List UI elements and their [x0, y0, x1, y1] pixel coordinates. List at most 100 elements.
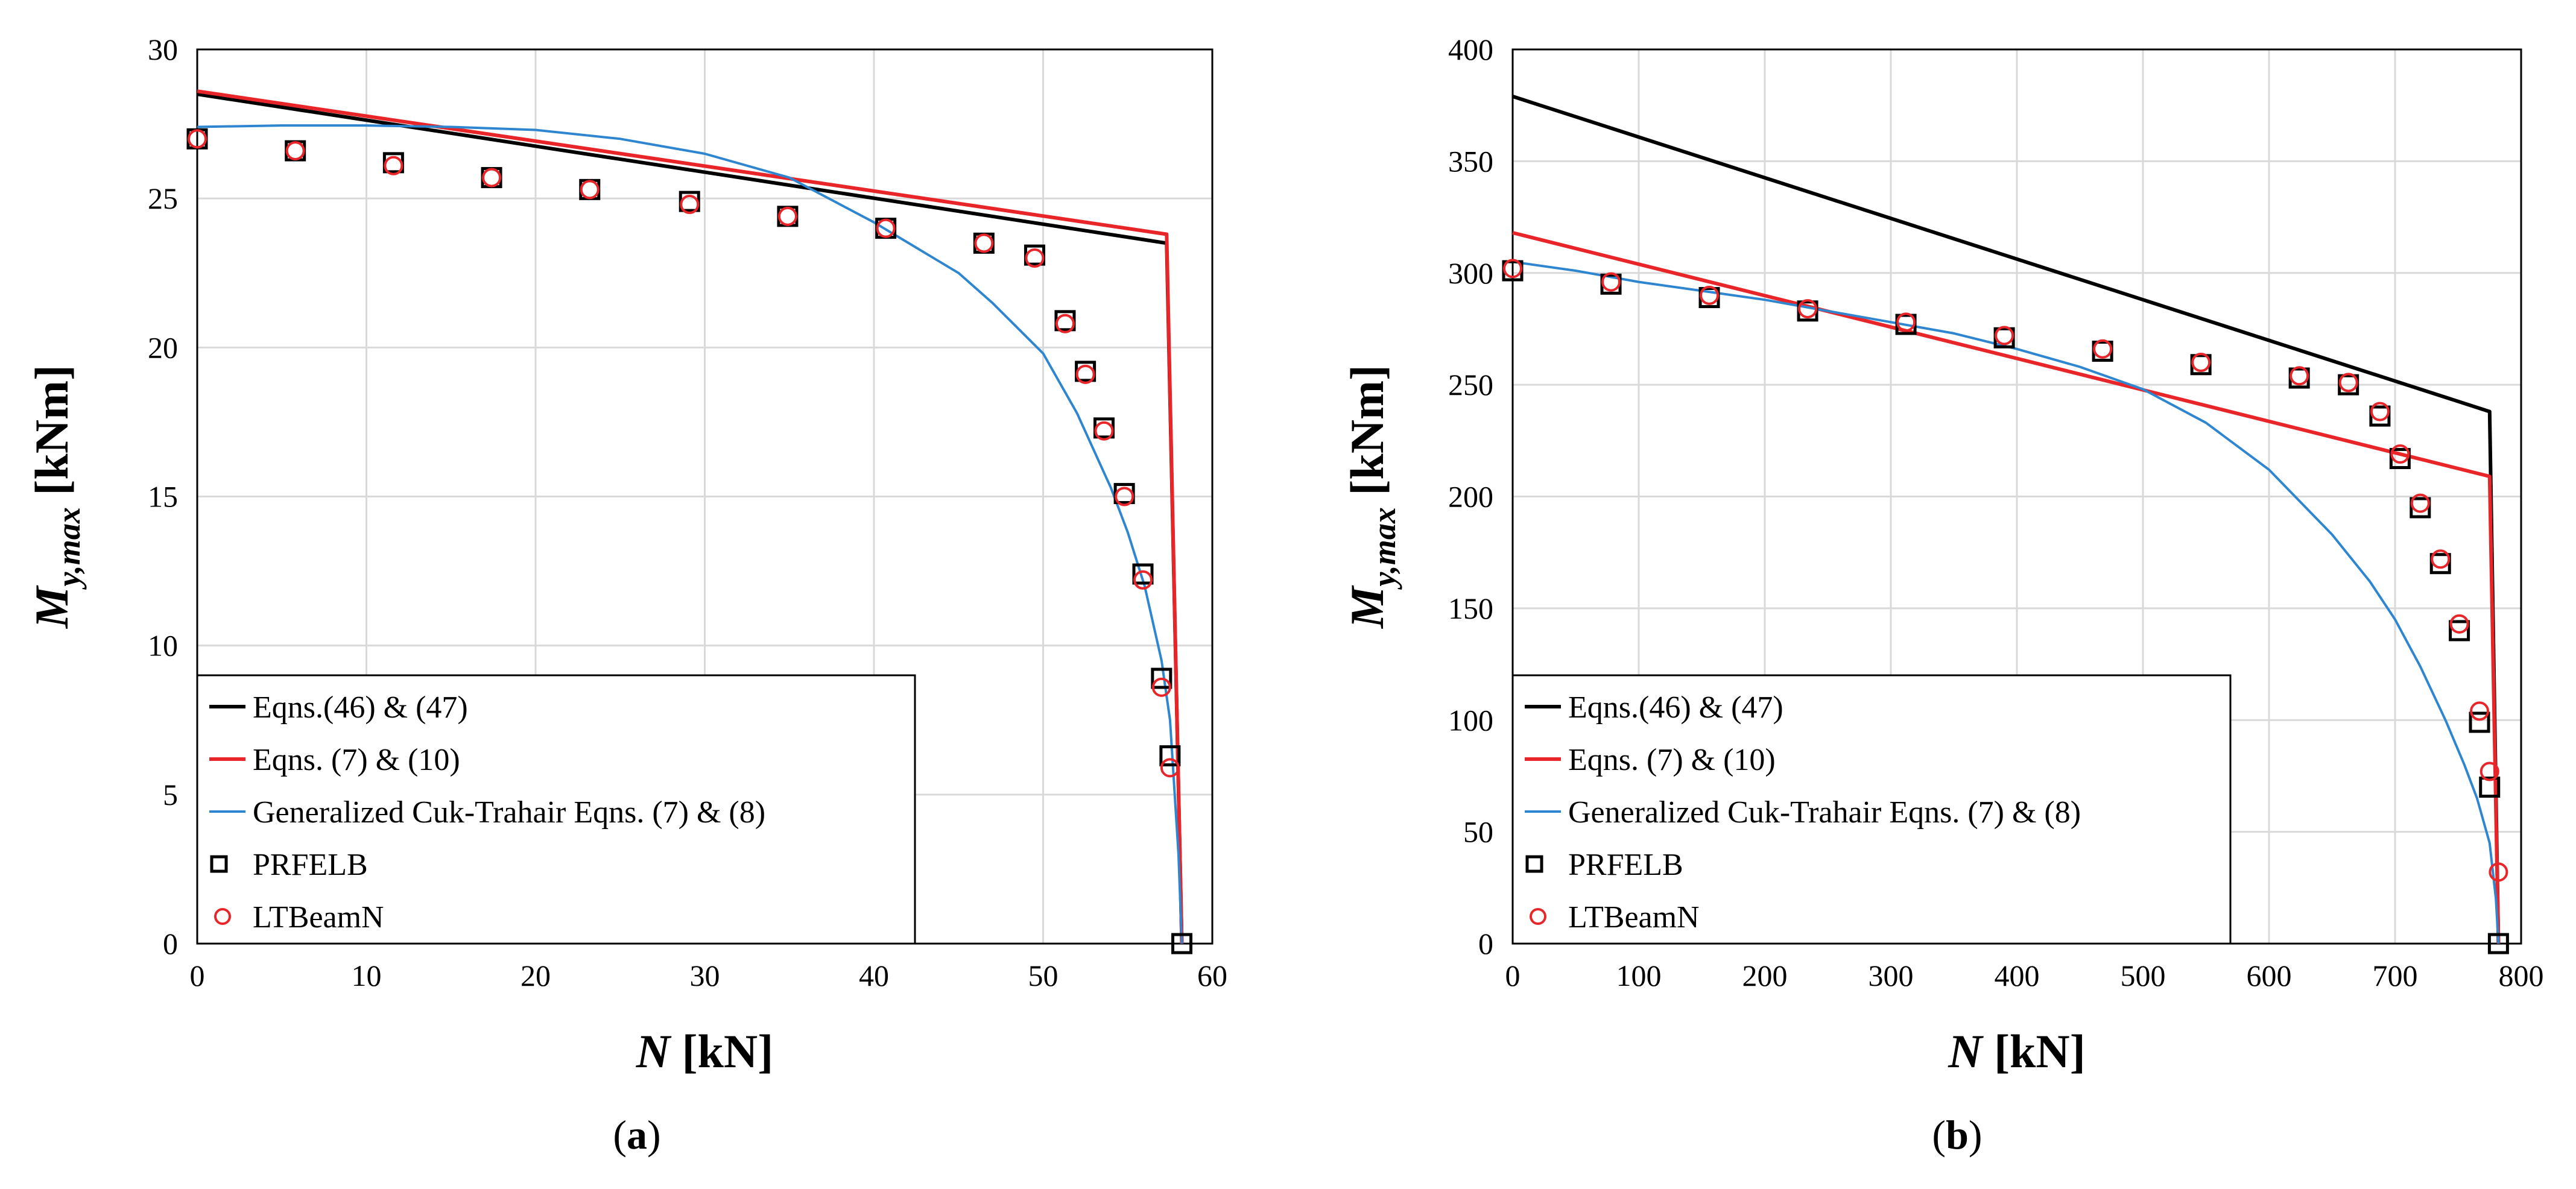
- y-tick-label-a-10: 10: [148, 629, 178, 663]
- legend-b: Eqns.(46) & (47) Eqns. (7) & (10) Generali…: [1511, 674, 2232, 945]
- x-tick-label-a-60: 60: [1197, 959, 1227, 992]
- marker-ltbeam-b-11: [2390, 444, 2410, 464]
- x-tick-label-a-0: 0: [190, 959, 205, 992]
- legend-label-prfelb-a: PRFELB: [253, 848, 368, 882]
- legend-label-eqn46_47-a: Eqns.(46) & (47): [253, 690, 468, 725]
- y-tick-label-b-200: 200: [1448, 480, 1493, 514]
- marker-ltbeam-a-11: [1075, 364, 1095, 384]
- x-tick-label-a-50: 50: [1028, 959, 1059, 992]
- series-line-eqn7_10-a: [197, 89, 1184, 944]
- legend-label-ltbeam-b: LTBeamN: [1568, 900, 1700, 935]
- marker-ltbeam-a-9: [1025, 248, 1045, 268]
- marker-ltbeam-b-0: [1503, 259, 1522, 279]
- legend-label-eqn7_10-b: Eqns. (7) & (10): [1568, 743, 1776, 777]
- marker-ltbeam-b-14: [2449, 614, 2469, 634]
- y-tick-label-b-350: 350: [1448, 144, 1493, 178]
- marker-ltbeam-b-12: [2410, 493, 2430, 513]
- y-tick-label-b-0: 0: [1478, 927, 1493, 960]
- x-tick-label-b-100: 100: [1616, 959, 1662, 992]
- legend-label-cuk-a: Generalized Cuk-Trahair Eqns. (7) & (8): [253, 795, 765, 830]
- legend-box-a: [196, 674, 916, 945]
- marker-ltbeam-a-1: [285, 141, 305, 161]
- marker-ltbeam-a-8: [974, 233, 994, 253]
- marker-ltbeam-b-16: [2479, 762, 2499, 781]
- panel-b: 0 100 200 300 400 500 600 700 800 0 50 100 150 200 250…: [1341, 33, 2544, 1158]
- x-tick-label-b-700: 700: [2373, 959, 2418, 992]
- y-axis-label-a: My,max [kNm]: [25, 365, 87, 629]
- marker-ltbeam-a-12: [1094, 421, 1114, 441]
- marker-ltbeam-a-5: [680, 195, 700, 215]
- marker-prfelb-b-14: [2449, 620, 2470, 642]
- x-tick-label-a-10: 10: [352, 959, 382, 992]
- panel-label-a: (a): [613, 1112, 660, 1158]
- y-tick-label-b-250: 250: [1448, 368, 1493, 402]
- y-tick-label-a-25: 25: [148, 181, 178, 215]
- marker-prfelb-b-17: [2487, 933, 2509, 954]
- marker-ltbeam-b-15: [2470, 701, 2490, 721]
- marker-ltbeam-b-1: [1601, 272, 1621, 292]
- marker-ltbeam-b-6: [2093, 339, 2113, 359]
- marker-prfelb-a-15: [1151, 667, 1172, 689]
- legend-label-prfelb-b: PRFELB: [1568, 848, 1683, 882]
- y-tick-label-b-300: 300: [1448, 256, 1493, 290]
- y-tick-label-b-400: 400: [1448, 33, 1493, 66]
- marker-ltbeam-a-0: [188, 129, 207, 149]
- marker-ltbeam-a-4: [580, 180, 600, 200]
- panel-label-b: (b): [1932, 1112, 1982, 1158]
- marker-ltbeam-b-4: [1896, 312, 1916, 332]
- marker-ltbeam-b-9: [2338, 373, 2358, 393]
- legend-a: Eqns.(46) & (47) Eqns. (7) & (10) Generali…: [196, 674, 916, 945]
- marker-ltbeam-b-3: [1798, 299, 1818, 319]
- marker-ltbeam-b-8: [2290, 366, 2309, 386]
- x-tick-label-a-40: 40: [859, 959, 889, 992]
- series-line-cuk-a: [197, 124, 1183, 944]
- x-tick-label-b-500: 500: [2121, 959, 2166, 992]
- x-tick-label-a-20: 20: [521, 959, 551, 992]
- marker-ltbeam-a-13: [1115, 487, 1135, 506]
- x-axis-label-a: N [kN]: [636, 1025, 774, 1077]
- marker-prfelb-b-11: [2389, 447, 2411, 469]
- legend-label-cuk-b: Generalized Cuk-Trahair Eqns. (7) & (8): [1568, 795, 2081, 830]
- marker-prfelb-b-16: [2479, 776, 2501, 798]
- x-tick-label-b-300: 300: [1869, 959, 1914, 992]
- legend-swatch-prfelb-a: [210, 855, 228, 873]
- marker-prfelb-a-16: [1159, 745, 1181, 767]
- legend-box-b: [1511, 674, 2232, 945]
- y-tick-label-b-100: 100: [1448, 703, 1493, 737]
- marker-ltbeam-b-7: [2191, 353, 2211, 373]
- marker-prfelb-a-17: [1171, 933, 1193, 954]
- marker-ltbeam-b-10: [2370, 402, 2390, 421]
- legend-swatch-prfelb-b: [1525, 855, 1543, 873]
- legend-label-eqn46_47-b: Eqns.(46) & (47): [1568, 690, 1783, 725]
- marker-ltbeam-b-17: [2489, 862, 2508, 882]
- legend-label-ltbeam-a: LTBeamN: [253, 900, 384, 935]
- marker-ltbeam-a-10: [1055, 314, 1075, 333]
- legend-label-eqn7_10-a: Eqns. (7) & (10): [253, 743, 460, 777]
- y-tick-label-b-50: 50: [1463, 815, 1493, 849]
- y-tick-label-a-5: 5: [163, 778, 178, 812]
- marker-prfelb-a-14: [1132, 563, 1154, 585]
- legend-swatch-ltbeam-b: [1530, 908, 1546, 925]
- marker-prfelb-b-13: [2429, 553, 2451, 575]
- legend-swatch-ltbeam-a: [214, 908, 231, 925]
- y-tick-label-a-0: 0: [163, 927, 178, 960]
- x-tick-label-b-0: 0: [1505, 959, 1521, 992]
- x-tick-label-b-200: 200: [1742, 959, 1788, 992]
- x-tick-label-a-30: 30: [690, 959, 720, 992]
- marker-prfelb-b-12: [2410, 497, 2431, 519]
- x-tick-label-b-400: 400: [1995, 959, 2040, 992]
- marker-ltbeam-b-13: [2431, 549, 2451, 569]
- marker-prfelb-b-15: [2469, 711, 2490, 733]
- marker-ltbeam-a-3: [482, 168, 502, 188]
- marker-ltbeam-a-6: [777, 206, 797, 226]
- marker-ltbeam-a-2: [384, 156, 403, 175]
- y-axis-label-b: My,max [kNm]: [1341, 365, 1402, 629]
- marker-ltbeam-a-14: [1133, 570, 1153, 590]
- panel-a: 0 10 20 30 40 50 60 0 5 10 15 20 25 30 N [kN] My,max [k…: [25, 33, 1227, 1158]
- marker-ltbeam-a-7: [876, 218, 896, 238]
- x-tick-label-b-800: 800: [2499, 959, 2544, 992]
- marker-ltbeam-b-2: [1700, 285, 1720, 305]
- marker-ltbeam-b-5: [1995, 326, 2014, 345]
- y-tick-label-b-150: 150: [1448, 591, 1493, 625]
